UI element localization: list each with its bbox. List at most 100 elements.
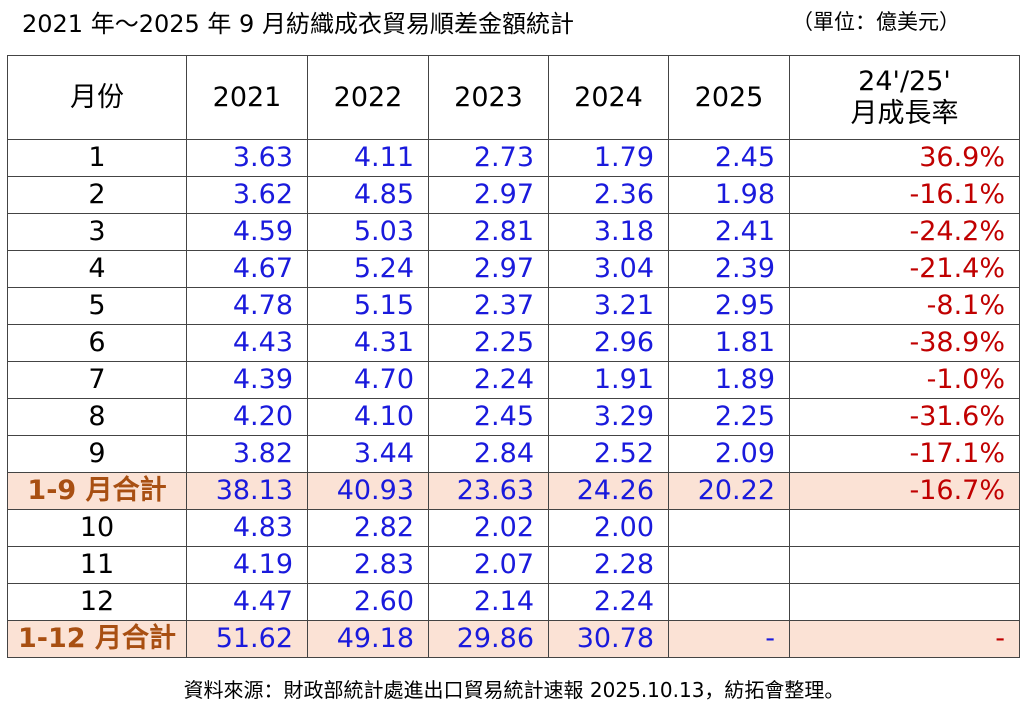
column-header: 2025 xyxy=(668,55,790,140)
data-row: 9 3.82 3.44 2.84 2.52 2.09 -17.1% xyxy=(7,435,1020,473)
cell: -17.1% xyxy=(789,435,1020,473)
cell: 2.37 xyxy=(428,287,549,325)
column-header: 2021 xyxy=(186,55,308,140)
row-label: 8 xyxy=(7,398,187,436)
cell: 5.03 xyxy=(307,213,429,251)
cell: 2.45 xyxy=(428,398,549,436)
row-label: 5 xyxy=(7,287,187,325)
cell: 2.36 xyxy=(548,176,669,214)
cell: -1.0% xyxy=(789,361,1020,399)
column-header: 2024 xyxy=(548,55,669,140)
cell: 3.82 xyxy=(186,435,308,473)
data-row: 6 4.43 4.31 2.25 2.96 1.81 -38.9% xyxy=(7,324,1020,362)
cell: 2.25 xyxy=(428,324,549,362)
cell: 2.07 xyxy=(428,546,549,584)
cell: 2.24 xyxy=(428,361,549,399)
column-header: 2023 xyxy=(428,55,549,140)
trade-table: 月份 2021 2022 2023 2024 2025 24'/25' 月成長率 1 3.63… xyxy=(7,55,1020,658)
cell: 24.26 xyxy=(548,472,669,510)
cell: 4.85 xyxy=(307,176,429,214)
data-row: 4 4.67 5.24 2.97 3.04 2.39 -21.4% xyxy=(7,250,1020,288)
row-label: 1-12 月合計 xyxy=(7,620,187,658)
cell: 2.25 xyxy=(668,398,790,436)
cell: 2.83 xyxy=(307,546,429,584)
cell: 29.86 xyxy=(428,620,549,658)
cell: -16.1% xyxy=(789,176,1020,214)
cell: 4.78 xyxy=(186,287,308,325)
source-note: 資料來源：財政部統計處進出口貿易統計速報 2025.10.13，紡拓會整理。 xyxy=(183,678,845,702)
cell: 2.73 xyxy=(428,139,549,177)
cell: 4.11 xyxy=(307,139,429,177)
row-label: 9 xyxy=(7,435,187,473)
cell: 3.62 xyxy=(186,176,308,214)
cell: 4.10 xyxy=(307,398,429,436)
cell: - xyxy=(668,620,790,658)
cell: 40.93 xyxy=(307,472,429,510)
cell: 2.97 xyxy=(428,176,549,214)
cell: 36.9% xyxy=(789,139,1020,177)
cell xyxy=(789,583,1020,621)
cell: 4.19 xyxy=(186,546,308,584)
row-label: 4 xyxy=(7,250,187,288)
cell: 2.95 xyxy=(668,287,790,325)
cell: 4.47 xyxy=(186,583,308,621)
cell: 4.83 xyxy=(186,509,308,547)
cell: -16.7% xyxy=(789,472,1020,510)
cell xyxy=(789,509,1020,547)
cell: 3.63 xyxy=(186,139,308,177)
row-label: 1-9 月合計 xyxy=(7,472,187,510)
cell: 4.59 xyxy=(186,213,308,251)
row-label: 7 xyxy=(7,361,187,399)
cell: 3.18 xyxy=(548,213,669,251)
cell: 2.39 xyxy=(668,250,790,288)
cell: - xyxy=(789,620,1020,658)
total-row: 1-12 月合計 51.62 49.18 29.86 30.78- - xyxy=(7,620,1020,658)
title: 2021 年～2025 年 9 月紡織成衣貿易順差金額統計 xyxy=(22,10,574,38)
data-row: 1 3.63 4.11 2.73 1.79 2.45 36.9% xyxy=(7,139,1020,177)
cell: 4.20 xyxy=(186,398,308,436)
cell: -8.1% xyxy=(789,287,1020,325)
cell: 3.21 xyxy=(548,287,669,325)
cell xyxy=(789,546,1020,584)
cell: 51.62 xyxy=(186,620,308,658)
cell: 1.79 xyxy=(548,139,669,177)
cell xyxy=(668,509,790,547)
cell: 4.43 xyxy=(186,324,308,362)
data-row: 8 4.20 4.10 2.45 3.29 2.25 -31.6% xyxy=(7,398,1020,436)
cell: 3.29 xyxy=(548,398,669,436)
cell: 2.02 xyxy=(428,509,549,547)
cell: 2.14 xyxy=(428,583,549,621)
data-row: 11 4.19 2.83 2.07 2.28 xyxy=(7,546,1020,584)
cell: 30.78 xyxy=(548,620,669,658)
cell: 5.15 xyxy=(307,287,429,325)
cell: 2.52 xyxy=(548,435,669,473)
cell: -31.6% xyxy=(789,398,1020,436)
cell: 2.96 xyxy=(548,324,669,362)
table-body: 1 3.63 4.11 2.73 1.79 2.45 36.9% 2 3.62 4.85 2.97 2… xyxy=(7,139,1020,658)
cell: 2.41 xyxy=(668,213,790,251)
cell: 1.91 xyxy=(548,361,669,399)
cell: 23.63 xyxy=(428,472,549,510)
data-row: 3 4.59 5.03 2.81 3.18 2.41 -24.2% xyxy=(7,213,1020,251)
cell: 49.18 xyxy=(307,620,429,658)
cell: 1.98 xyxy=(668,176,790,214)
row-label: 6 xyxy=(7,324,187,362)
header-row: 月份 2021 2022 2023 2024 2025 24'/25' 月成長率 xyxy=(7,55,1020,140)
cell: -38.9% xyxy=(789,324,1020,362)
cell: 2.45 xyxy=(668,139,790,177)
column-header: 24'/25' 月成長率 xyxy=(789,55,1020,140)
row-label: 12 xyxy=(7,583,187,621)
cell: 5.24 xyxy=(307,250,429,288)
data-row: 5 4.78 5.15 2.37 3.21 2.95 -8.1% xyxy=(7,287,1020,325)
data-row: 2 3.62 4.85 2.97 2.36 1.98 -16.1% xyxy=(7,176,1020,214)
cell: 1.81 xyxy=(668,324,790,362)
data-row: 12 4.47 2.60 2.14 2.24 xyxy=(7,583,1020,621)
cell: 2.82 xyxy=(307,509,429,547)
cell: -21.4% xyxy=(789,250,1020,288)
row-label: 11 xyxy=(7,546,187,584)
cell: 2.28 xyxy=(548,546,669,584)
cell: 20.22 xyxy=(668,472,790,510)
cell xyxy=(668,546,790,584)
total-row: 1-9 月合計 38.13 40.93 23.63 24.26 20.22 -16.7% xyxy=(7,472,1020,510)
